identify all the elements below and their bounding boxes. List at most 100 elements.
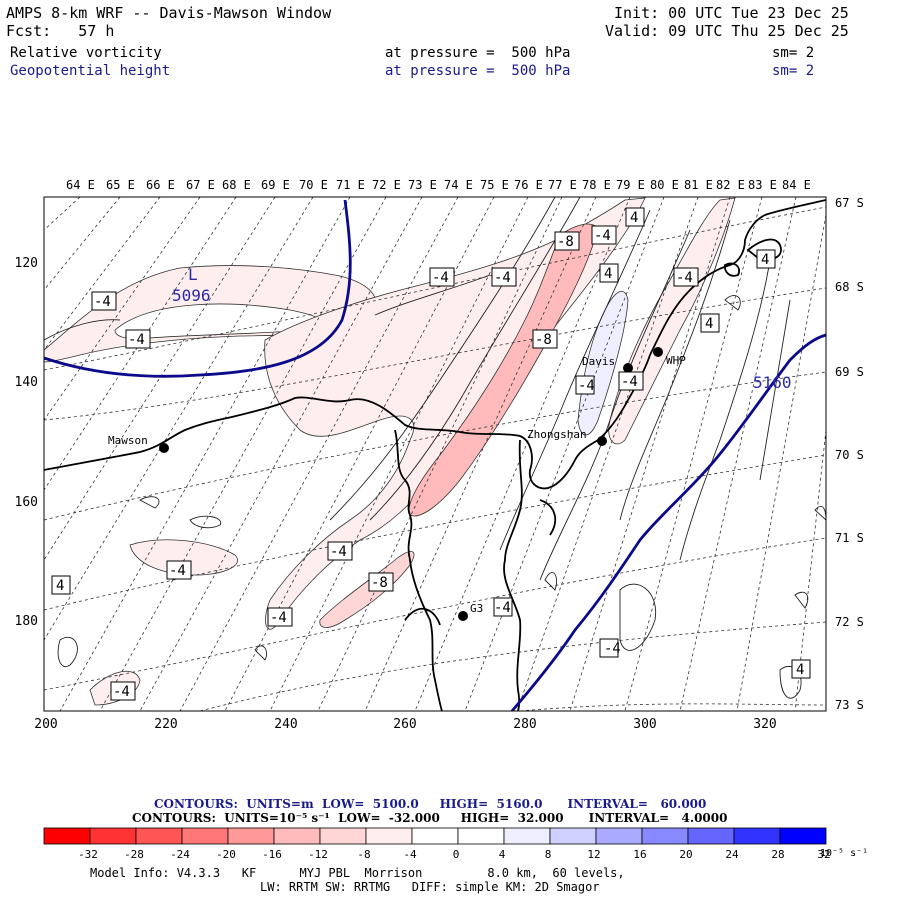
station-dot-mawson (159, 443, 169, 453)
colorbar-tick-label: -20 (216, 848, 236, 861)
station-label-mawson: Mawson (108, 434, 148, 447)
lon-label: 80 E (650, 178, 679, 192)
model-info-line2: LW: RRTM SW: RRTMG DIFF: simple KM: 2D S… (260, 880, 600, 894)
lon-label: 71 E (336, 178, 365, 192)
x-label: 320 (753, 717, 776, 732)
model-info-line1: Model Info: V4.3.3 KF MYJ PBL Morrison 8… (90, 866, 625, 880)
y-axis-labels: 120 140 160 180 (15, 256, 38, 629)
colorbar-tick-label: -12 (308, 848, 328, 861)
colorbar-swatch (457, 827, 505, 845)
contour-value-boxes: -4 -4 -4 -4 -8 -4 4 -4 4 -4 -8 -4 -4 -8 … (51, 207, 811, 701)
colorbar-unit: 10⁻⁵ s⁻¹ (820, 848, 868, 859)
field2-smoothing: sm= 2 (772, 63, 815, 79)
contour-box-label: 4 (705, 316, 713, 332)
y-label: 180 (15, 614, 38, 629)
contour-box-label: -8 (371, 575, 388, 591)
x-label: 280 (513, 717, 536, 732)
colorbar-tick-label: 24 (725, 848, 739, 861)
field2-pressure: at pressure = 500 hPa (385, 63, 571, 79)
valid-time: Valid: 09 UTC Thu 25 Dec 25 (605, 22, 849, 40)
colorbar-tick-label: 20 (679, 848, 692, 861)
height-contour-label: 5160 (753, 373, 792, 392)
colorbar-tick-label: 12 (587, 848, 600, 861)
y-label: 160 (15, 495, 38, 510)
lon-label: 70 E (299, 178, 328, 192)
station-dot-whp (653, 347, 663, 357)
colorbar-tick-label: 28 (771, 848, 784, 861)
lat-label: 69 S (835, 365, 864, 379)
colorbar-swatch (687, 827, 735, 845)
shade-east-positive (577, 290, 629, 436)
contour-box-label: -8 (535, 332, 552, 348)
contour-box-label: 4 (56, 578, 64, 594)
contour-box-label: 4 (761, 252, 769, 268)
station-dot-g3 (458, 611, 468, 621)
contour-box-label: -4 (604, 641, 621, 657)
station-label-zhongshan: Zhongshan (527, 428, 587, 441)
colorbar-tick-label: -24 (170, 848, 190, 861)
station-label-davis: Davis (582, 355, 615, 368)
colorbar-tick-label: -8 (357, 848, 370, 861)
lon-label: 66 E (146, 178, 175, 192)
forecast-hour: Fcst: 57 h (6, 22, 115, 40)
x-label: 220 (154, 717, 177, 732)
station-label-g3: G3 (470, 602, 483, 615)
height-5100-contour (44, 199, 352, 378)
colorbar-tick-label: -16 (262, 848, 282, 861)
colorbar-swatch (227, 827, 275, 845)
lat-label: 70 S (835, 448, 864, 462)
height-contours (44, 199, 826, 711)
contour-box-label: -4 (494, 270, 511, 286)
colorbar-swatch (43, 827, 91, 845)
lon-label: 83 E (748, 178, 777, 192)
contour-box-label: -4 (621, 374, 638, 390)
field1-name: Relative vorticity (10, 45, 162, 61)
latitude-labels: 67 S 68 S 69 S 70 S 71 S 72 S 73 S (835, 196, 864, 712)
station-label-whp: WHP (666, 354, 686, 367)
lon-label: 79 E (616, 178, 645, 192)
contour-box-label: -4 (494, 600, 511, 616)
station-dot-zhongshan (597, 436, 607, 446)
lon-label: 64 E (66, 178, 95, 192)
lon-label: 75 E (480, 178, 509, 192)
x-label: 240 (274, 717, 297, 732)
contour-box-label: 4 (630, 210, 638, 226)
colorbar-swatch (595, 827, 643, 845)
contour-box-label: -4 (578, 378, 595, 394)
colorbar-swatch (779, 827, 827, 845)
contour-box-label: -4 (169, 563, 186, 579)
colorbar-tick-label: 16 (633, 848, 646, 861)
contour-box-label: -4 (432, 270, 449, 286)
field1-pressure: at pressure = 500 hPa (385, 45, 571, 61)
colorbar-swatch (135, 827, 183, 845)
colorbar-tick-label: -4 (403, 848, 417, 861)
contour-box-label: -4 (128, 332, 145, 348)
lon-label: 65 E (106, 178, 135, 192)
coastline (44, 199, 826, 711)
longitude-labels: 64 E 65 E 66 E 67 E 68 E 69 E 70 E 71 E … (66, 178, 811, 192)
contour-box-label: -4 (676, 270, 693, 286)
y-label: 120 (15, 256, 38, 271)
contour-box-label: 4 (604, 266, 612, 282)
lat-label: 71 S (835, 531, 864, 545)
x-label: 260 (393, 717, 416, 732)
colorbar-swatch (549, 827, 597, 845)
contours-vorticity-info: CONTOURS: UNITS=10⁻⁵ s⁻¹ LOW= -32.000 HI… (132, 811, 727, 825)
colorbar-tick-label: -32 (78, 848, 98, 861)
lon-label: 74 E (444, 178, 473, 192)
lat-label: 67 S (835, 196, 864, 210)
vorticity-contours (44, 197, 826, 699)
chart-title: AMPS 8-km WRF -- Davis-Mawson Window (6, 4, 332, 22)
colorbar-swatch (181, 827, 229, 845)
contours-height-info: CONTOURS: UNITS=m LOW= 5100.0 HIGH= 5160… (154, 797, 706, 811)
x-label: 200 (34, 717, 57, 732)
lon-label: 82 E (716, 178, 745, 192)
lon-label: 77 E (548, 178, 577, 192)
contour-box-label: -4 (594, 228, 611, 244)
contour-box-label: -4 (270, 610, 287, 626)
low-value: 5096 (172, 286, 211, 305)
stations: Mawson Davis WHP Zhongshan G3 (108, 347, 686, 621)
station-dot-davis (623, 363, 633, 373)
colorbar-swatch (641, 827, 689, 845)
